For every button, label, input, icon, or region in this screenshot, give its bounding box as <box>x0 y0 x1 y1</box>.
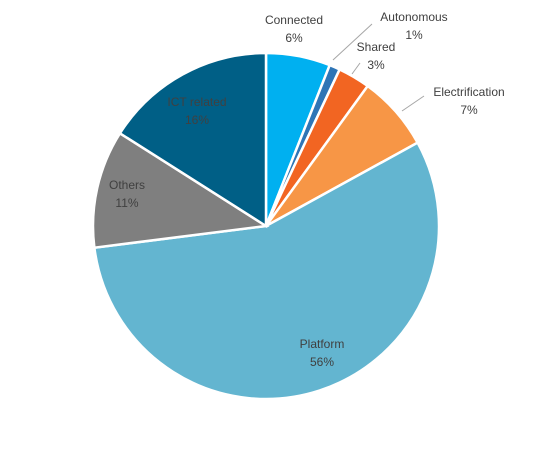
slice-label: Platform <box>300 337 345 351</box>
pie-slice <box>118 51 268 229</box>
slice-label: Autonomous <box>380 10 447 24</box>
slice-label: Connected <box>265 13 323 27</box>
slice-label: Shared <box>357 40 396 54</box>
slice-label: Others <box>109 178 145 192</box>
slice-value-label: 7% <box>460 103 478 117</box>
slice-value-label: 16% <box>185 113 209 127</box>
slice-value-label: 11% <box>115 196 138 210</box>
leader-line <box>332 23 373 61</box>
slice-label: ICT related <box>167 95 226 109</box>
leader-line <box>401 95 425 112</box>
slice-value-label: 56% <box>310 355 334 369</box>
slice-value-label: 6% <box>285 31 303 45</box>
slice-label: Electrification <box>433 85 504 99</box>
slice-value-label: 1% <box>405 28 423 42</box>
leader-line <box>351 62 361 75</box>
pie-slice <box>92 140 441 401</box>
slice-value-label: 3% <box>367 58 385 72</box>
pie-slice <box>91 131 270 250</box>
